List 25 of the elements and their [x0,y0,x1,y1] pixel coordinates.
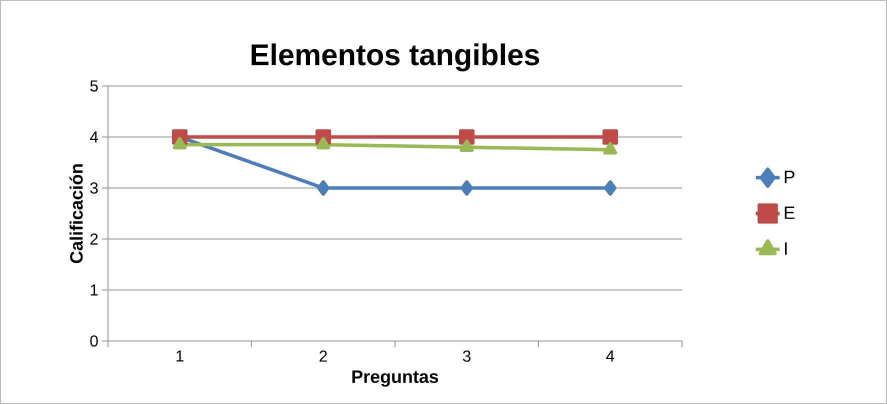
y-axis-title: Calificación [69,164,83,264]
point [316,136,330,150]
y-tick-label: 4 [90,132,98,142]
point [604,180,617,196]
legend-label: E [784,206,795,219]
y-tick-label: 3 [90,182,98,194]
point [172,136,187,150]
legend-label: P [784,170,794,184]
x-tick-label: 1 [176,350,184,362]
point [460,139,474,152]
x-tick-label: 3 [462,350,470,362]
point [459,129,475,145]
chart-title: Elementos tangibles [252,43,540,72]
x-tick-label: 4 [606,350,614,362]
x-tick-label: 2 [320,350,327,362]
y-tick-label: 0 [90,335,98,347]
point [460,180,474,196]
legend-label: I [785,242,787,255]
y-tick-label: 1 [90,284,98,296]
point [603,142,618,154]
point [602,129,618,145]
point [317,180,330,196]
y-tick-label: 2 [90,233,98,245]
y-tick-label: 5 [90,80,98,92]
x-axis-title: Preguntas [352,370,438,387]
